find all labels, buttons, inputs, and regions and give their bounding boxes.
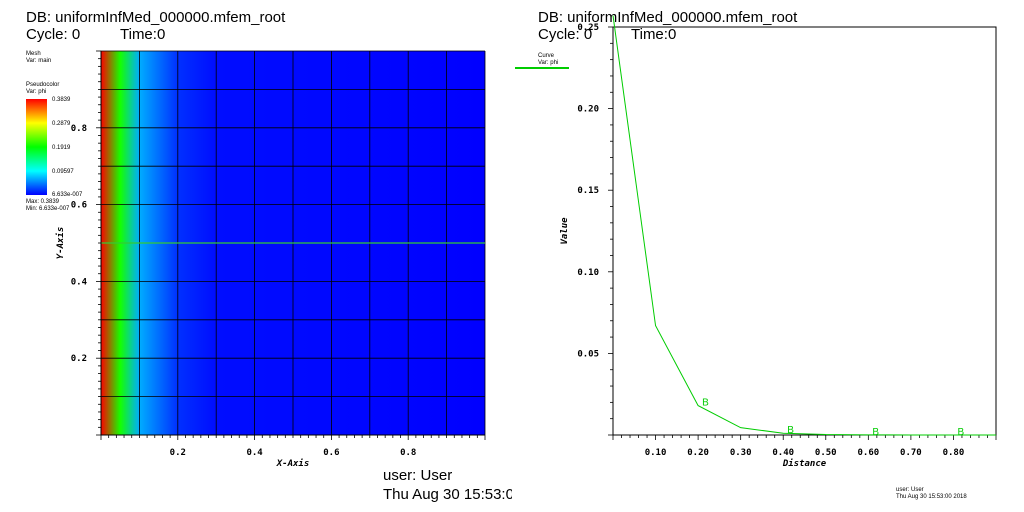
- curve-legend-title: Curve: [538, 53, 555, 59]
- pseudocolor-colorbar: [26, 99, 47, 195]
- x-tick-label: 0.70: [900, 448, 922, 458]
- x-tick-label: 0.2: [170, 448, 186, 458]
- y-tick-label: 0.10: [577, 268, 599, 278]
- x-tick-label: 0.60: [857, 448, 879, 458]
- curve-series-line: [612, 15, 997, 436]
- heatmap-plot: 0.2 0.4 0.6 0.8 0.2 0.4 0.6 0.8 X-Axis Y-Axis: [55, 50, 486, 469]
- x-tick-label: 0.10: [645, 448, 667, 458]
- right-cycle-label: Cycle: 0: [538, 26, 593, 43]
- pseudocolor-legend-title: Pseudocolor: [26, 82, 60, 88]
- colorbar-tick-label: 0.3839: [52, 97, 71, 103]
- pseudocolor-min-label: Min: 6.633e-007: [26, 206, 70, 212]
- x-axis-label: Distance: [782, 458, 827, 469]
- plot-frame: [612, 26, 997, 436]
- left-user-label: user: User: [383, 467, 453, 484]
- colorbar-tick-label: 0.1919: [52, 145, 71, 151]
- curve-marker-label: B: [872, 427, 879, 438]
- y-tick-label: 0.8: [71, 124, 87, 134]
- y-tick-label: 0.05: [577, 349, 599, 359]
- colorbar-tick-label: 0.2879: [52, 121, 71, 127]
- y-tick-label: 0.4: [71, 277, 88, 287]
- curve-marker-label: B: [957, 427, 964, 438]
- x-tick-label: 0.6: [323, 448, 339, 458]
- curve-marker-label: B: [787, 425, 794, 436]
- right-time-label: Time:0: [631, 26, 677, 43]
- y-tick-label: 0.2: [71, 354, 87, 364]
- x-tick-label: 0.4: [246, 448, 263, 458]
- curve-marker-label: B: [702, 398, 709, 409]
- x-tick-label: 0.40: [772, 448, 794, 458]
- x-tick-label: 0.8: [400, 448, 416, 458]
- pseudocolor-legend-var: Var: phi: [26, 89, 47, 95]
- x-tick-label: 0.50: [815, 448, 837, 458]
- mesh-legend-var: Var: main: [26, 58, 52, 64]
- pseudocolor-max-label: Max: 0.3839: [26, 199, 60, 205]
- left-time-label: Time:0: [120, 26, 166, 43]
- left-cycle-label: Cycle: 0: [26, 26, 81, 43]
- line-plot: 0.10 0.20 0.30 0.40 0.50 0.60 0.70 0.80 0.05 0.10…: [560, 15, 997, 469]
- x-tick-label: 0.30: [730, 448, 752, 458]
- x-axis-label: X-Axis: [276, 458, 310, 469]
- left-date-label: Thu Aug 30 15:53:00 2018: [383, 486, 512, 503]
- y-axis-label: Value: [560, 217, 570, 245]
- y-tick-label: 0.20: [577, 105, 599, 115]
- right-date-label: Thu Aug 30 15:53:00 2018: [896, 494, 967, 500]
- curve-legend-swatch: [515, 67, 569, 69]
- y-tick-label: 0.6: [71, 201, 87, 211]
- right-db-label: DB: uniformInfMed_000000.mfem_root: [538, 9, 798, 26]
- x-tick-label: 0.20: [687, 448, 709, 458]
- y-axis-label: Y-Axis: [55, 227, 66, 260]
- right-user-label: user: User: [896, 487, 924, 493]
- x-tick-label: 0.80: [943, 448, 965, 458]
- mesh-legend-title: Mesh: [26, 51, 41, 57]
- left-db-label: DB: uniformInfMed_000000.mfem_root: [26, 9, 286, 26]
- y-tick-label: 0.25: [577, 23, 599, 33]
- colorbar-tick-label: 6.633e-007: [52, 192, 83, 198]
- colorbar-tick-label: 0.09597: [52, 169, 74, 175]
- y-tick-label: 0.15: [577, 186, 599, 196]
- curve-legend-var: Var: phi: [538, 60, 559, 66]
